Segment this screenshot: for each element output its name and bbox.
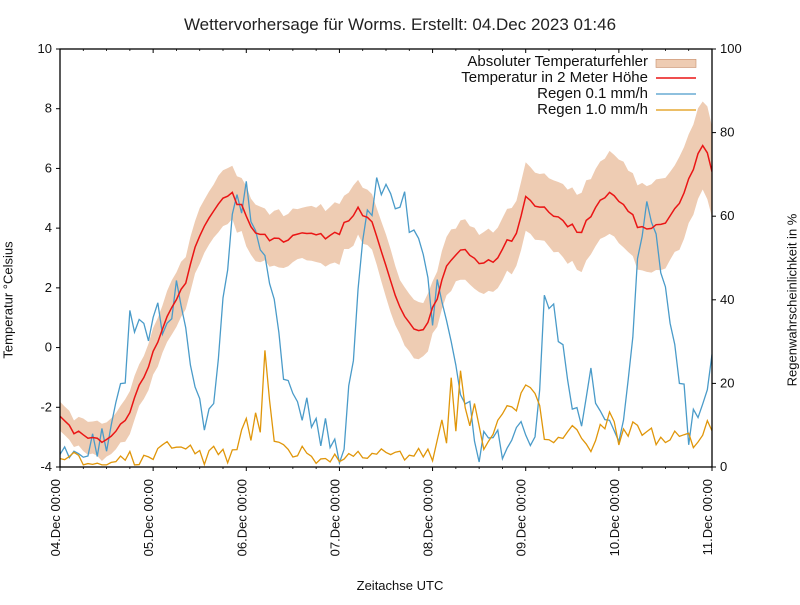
svg-text:0: 0 [45,340,52,355]
svg-text:4: 4 [45,220,52,235]
svg-text:Temperatur in 2 Meter Höhe: Temperatur in 2 Meter Höhe [461,69,648,86]
svg-text:08.Dec 00:00: 08.Dec 00:00 [421,479,436,556]
svg-text:20: 20 [720,375,734,390]
svg-text:-4: -4 [40,459,52,474]
svg-text:80: 80 [720,125,734,140]
svg-text:2: 2 [45,280,52,295]
svg-text:Absoluter Temperaturfehler: Absoluter Temperaturfehler [467,53,648,70]
svg-text:11.Dec 00:00: 11.Dec 00:00 [700,479,715,555]
svg-text:Regen 1.0 mm/h: Regen 1.0 mm/h [537,101,648,118]
svg-text:40: 40 [720,292,734,307]
svg-text:6: 6 [45,160,52,175]
svg-text:Regen 0.1 mm/h: Regen 0.1 mm/h [537,85,648,102]
svg-text:07.Dec 00:00: 07.Dec 00:00 [327,479,342,556]
svg-text:0: 0 [720,459,727,474]
svg-text:06.Dec 00:00: 06.Dec 00:00 [234,479,249,556]
svg-text:100: 100 [720,41,742,56]
svg-text:05.Dec 00:00: 05.Dec 00:00 [141,479,156,556]
svg-text:09.Dec 00:00: 09.Dec 00:00 [514,479,529,556]
svg-text:8: 8 [45,101,52,116]
svg-text:04.Dec 00:00: 04.Dec 00:00 [48,479,63,556]
svg-text:-2: -2 [40,399,52,414]
svg-text:60: 60 [720,208,734,223]
svg-text:10.Dec 00:00: 10.Dec 00:00 [607,479,622,556]
svg-text:10: 10 [38,41,52,56]
